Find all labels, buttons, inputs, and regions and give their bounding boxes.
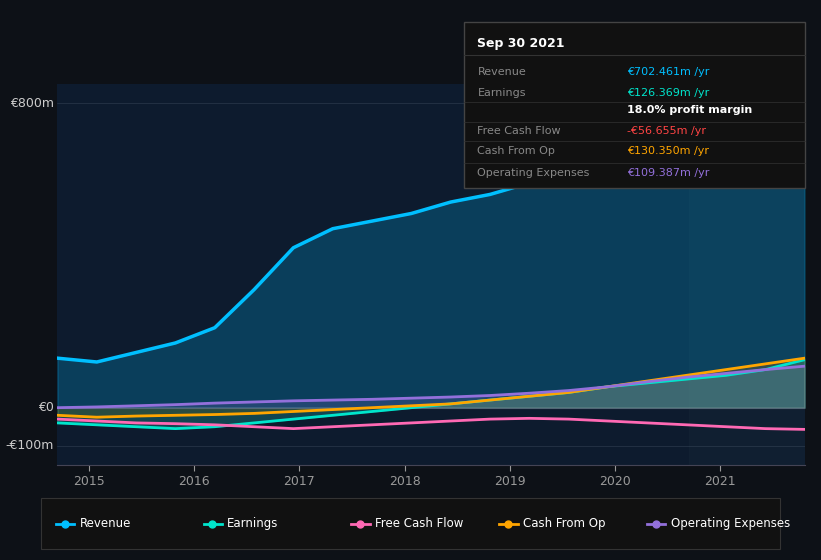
Text: 18.0% profit margin: 18.0% profit margin <box>627 105 753 115</box>
Text: €126.369m /yr: €126.369m /yr <box>627 88 709 99</box>
FancyBboxPatch shape <box>41 498 780 549</box>
Bar <box>689 84 805 465</box>
Text: Sep 30 2021: Sep 30 2021 <box>478 38 565 50</box>
Text: Earnings: Earnings <box>227 517 278 530</box>
Text: Cash From Op: Cash From Op <box>478 146 555 156</box>
Text: Free Cash Flow: Free Cash Flow <box>375 517 463 530</box>
Text: €800m: €800m <box>10 96 53 110</box>
Text: €109.387m /yr: €109.387m /yr <box>627 168 710 178</box>
Text: €130.350m /yr: €130.350m /yr <box>627 146 709 156</box>
Text: €0: €0 <box>38 401 53 414</box>
FancyBboxPatch shape <box>464 22 805 188</box>
Text: Free Cash Flow: Free Cash Flow <box>478 127 561 137</box>
Text: -€56.655m /yr: -€56.655m /yr <box>627 127 706 137</box>
Text: €702.461m /yr: €702.461m /yr <box>627 67 710 77</box>
Text: Revenue: Revenue <box>80 517 131 530</box>
Text: Operating Expenses: Operating Expenses <box>478 168 589 178</box>
Text: Cash From Op: Cash From Op <box>523 517 605 530</box>
Text: Revenue: Revenue <box>478 67 526 77</box>
Text: -€100m: -€100m <box>6 439 53 452</box>
Text: Earnings: Earnings <box>478 88 526 99</box>
Text: Operating Expenses: Operating Expenses <box>671 517 790 530</box>
